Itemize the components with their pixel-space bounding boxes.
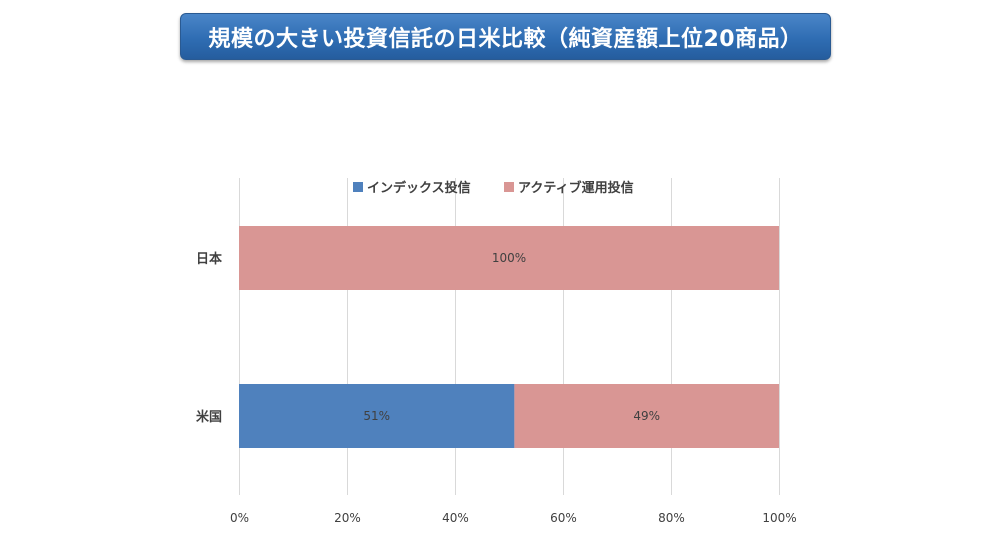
legend-index-label: インデックス投信 <box>367 180 471 196</box>
data-label-active-0: 100% <box>492 251 526 265</box>
x-tick-label-2: 40% <box>442 511 469 525</box>
x-tick-label-4: 80% <box>658 511 685 525</box>
chart-title: 規模の大きい投資信託の日米比較（純資産額上位20商品） <box>208 26 803 52</box>
bar-active-0 <box>239 226 779 290</box>
data-label-active-1: 49% <box>633 409 660 423</box>
bar-index-1 <box>239 384 515 448</box>
x-tick-label-5: 100% <box>762 511 796 525</box>
x-tick-label-3: 60% <box>550 511 577 525</box>
legend-active-label: アクティブ運用投信 <box>518 180 634 196</box>
bar-active-1 <box>514 384 779 448</box>
chart-title-banner: 規模の大きい投資信託の日米比較（純資産額上位20商品） <box>180 13 831 60</box>
category-label-0: 日本 <box>196 251 222 267</box>
category-label-1: 米国 <box>196 409 222 425</box>
legend-index-swatch <box>353 182 363 192</box>
data-label-index-1: 51% <box>363 409 390 423</box>
x-tick-label-0: 0% <box>230 511 249 525</box>
legend-active-swatch <box>504 182 514 192</box>
x-tick-label-1: 20% <box>334 511 361 525</box>
